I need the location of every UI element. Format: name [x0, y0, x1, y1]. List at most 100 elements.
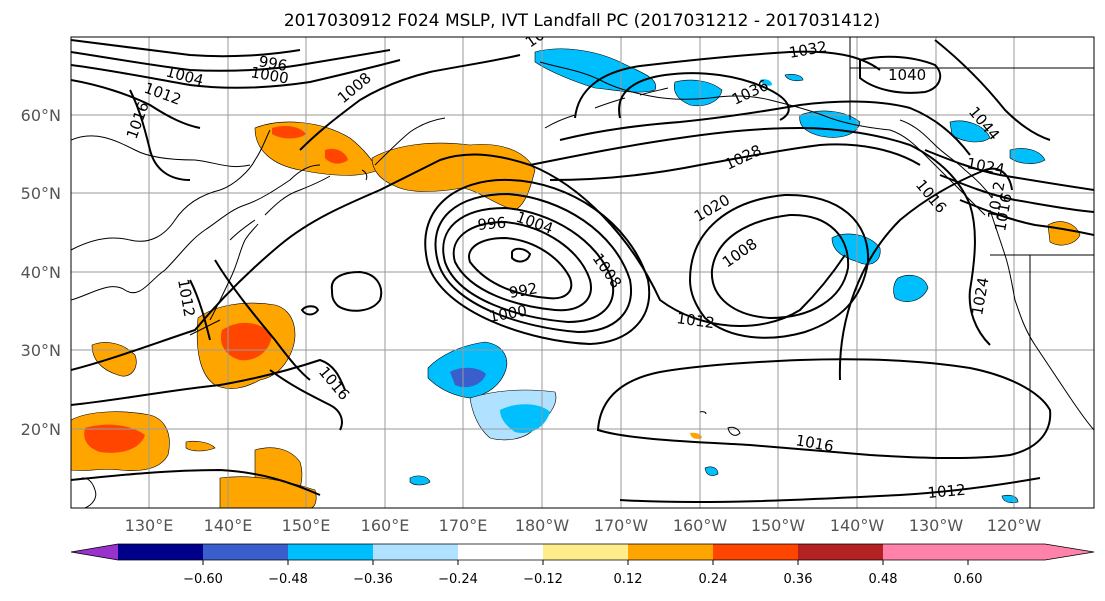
isobar-south-1012	[71, 468, 1041, 504]
negative-shading	[409, 48, 1046, 504]
isobar-nw-1012	[71, 79, 201, 129]
lat-label: 50°N	[21, 184, 61, 203]
isobar-japan-1020	[189, 259, 311, 381]
isobar-label: 996	[257, 52, 288, 75]
shade-small-1	[185, 440, 216, 452]
coast-aleutians	[544, 87, 669, 129]
isobar-label: 1012	[927, 481, 967, 502]
shade-small-blue-4	[784, 74, 804, 82]
coast-na-west	[989, 209, 1094, 431]
isobar-1044	[934, 39, 1051, 141]
colorbar-tick-label: −0.48	[268, 572, 308, 587]
lat-label: 30°N	[21, 341, 61, 360]
isobar-low-1008	[424, 178, 651, 346]
isobar-nw-1016	[129, 89, 191, 181]
isobar-low-inner	[511, 247, 532, 263]
colorbar-ticks	[202, 560, 969, 565]
isobar-label: 996	[477, 214, 507, 234]
lon-label: 140°E	[204, 516, 253, 535]
colorbar-tick-label: 0.12	[614, 572, 643, 587]
colorbar-seg	[883, 544, 1094, 560]
coast-alaska	[539, 61, 986, 216]
shade-small-2	[690, 432, 702, 439]
lat-label: 60°N	[21, 106, 61, 125]
shade-yukon	[949, 120, 991, 143]
isobar-nw-996	[71, 39, 301, 58]
isobar-nw-1004	[71, 59, 401, 89]
colorbar-tick-label: −0.36	[353, 572, 393, 587]
isobar-1012-main	[71, 153, 846, 371]
coastlines	[71, 37, 1094, 508]
map-panel: 996 1000 1004 1012 1016 1008 1012 1032 1…	[71, 37, 1094, 508]
coast-hawaii	[699, 411, 741, 436]
colorbar-outline	[70, 543, 1095, 561]
lon-label: 180°W	[515, 516, 570, 535]
shade-gulf-small	[893, 275, 929, 302]
colorbar-seg	[288, 544, 373, 560]
isobar-1008-east	[710, 213, 850, 320]
isobar-1012-east	[688, 193, 870, 339]
isobar-small-west	[300, 305, 320, 316]
isobar-1016-main	[71, 358, 1052, 460]
isobar-low-992	[468, 236, 573, 300]
lon-label: 140°W	[830, 516, 885, 535]
map-title: 2017030912 F024 MSLP, IVT Landfall PC (2…	[284, 11, 880, 31]
colorbar-tick-label: 0.36	[784, 572, 813, 587]
isobar-label: 992	[508, 279, 539, 302]
colorbar-seg	[628, 544, 713, 560]
shade-central-pac-3	[500, 404, 550, 434]
lon-label: 130°E	[125, 516, 174, 535]
colorbar-seg	[543, 544, 628, 560]
isobar-low-1004	[434, 192, 632, 334]
colorbar-tick-label: 0.48	[869, 572, 898, 587]
map-border	[70, 36, 1095, 509]
colorbar-seg	[203, 544, 288, 560]
isobar-1016-east-loop	[838, 167, 1013, 381]
colorbar-tick-label: 0.24	[699, 572, 728, 587]
shade-kamchatka-core	[325, 148, 348, 164]
lat-label: 20°N	[21, 420, 61, 439]
isobar-1016-japan	[269, 369, 343, 431]
colorbar-seg	[713, 544, 798, 560]
positive-shading	[71, 121, 1081, 508]
isobar-label: 1040	[888, 66, 926, 84]
colorbar-seg	[118, 544, 203, 560]
isobars	[71, 39, 1094, 504]
coast-asia	[71, 129, 321, 301]
lon-label: 160°W	[673, 516, 728, 535]
coast-japan	[189, 219, 259, 336]
colorbar-seg	[798, 544, 883, 560]
lon-label: 120°W	[987, 516, 1042, 535]
coast-kuriles	[264, 175, 331, 216]
shade-okinawa	[91, 342, 137, 377]
colorbar-seg	[71, 544, 118, 560]
colorbar-tick-label: 0.60	[954, 572, 983, 587]
coast-bc	[899, 119, 993, 199]
shade-okhotsk-core	[272, 126, 306, 139]
coast-na-grid	[849, 37, 1094, 508]
latitude-labels: 60°N 50°N 40°N 30°N 20°N	[21, 106, 61, 439]
isobar-1028	[559, 100, 971, 156]
colorbar: −0.60 −0.48 −0.36 −0.24 −0.12 0.12 0.24 …	[70, 543, 1095, 587]
shade-central-pac-core	[450, 367, 486, 388]
isobar-ne-bundle-1	[924, 149, 1094, 191]
isobar-1036	[618, 72, 790, 121]
shade-alaska-west	[534, 48, 657, 93]
isobar-low-996	[452, 220, 592, 312]
longitude-labels: 130°E 140°E 150°E 160°E 170°E 180°W 170°…	[125, 516, 1042, 535]
isobar-1032	[574, 50, 881, 119]
shade-small-blue-2	[704, 466, 719, 476]
lon-label: 170°E	[439, 516, 488, 535]
isobar-label: 1012	[675, 309, 715, 332]
shade-bc-north	[1009, 148, 1046, 164]
isobar-1012-west	[330, 270, 383, 312]
isobar-ne-bundle-2	[939, 174, 1094, 213]
isobar-1020	[549, 143, 921, 181]
lon-label: 150°W	[751, 516, 806, 535]
lat-label: 40°N	[21, 263, 61, 282]
coast-kamchatka	[361, 117, 446, 181]
isobar-low-1000	[442, 206, 615, 324]
lon-label: 170°W	[594, 516, 649, 535]
colorbar-tick-label: −0.12	[523, 572, 563, 587]
